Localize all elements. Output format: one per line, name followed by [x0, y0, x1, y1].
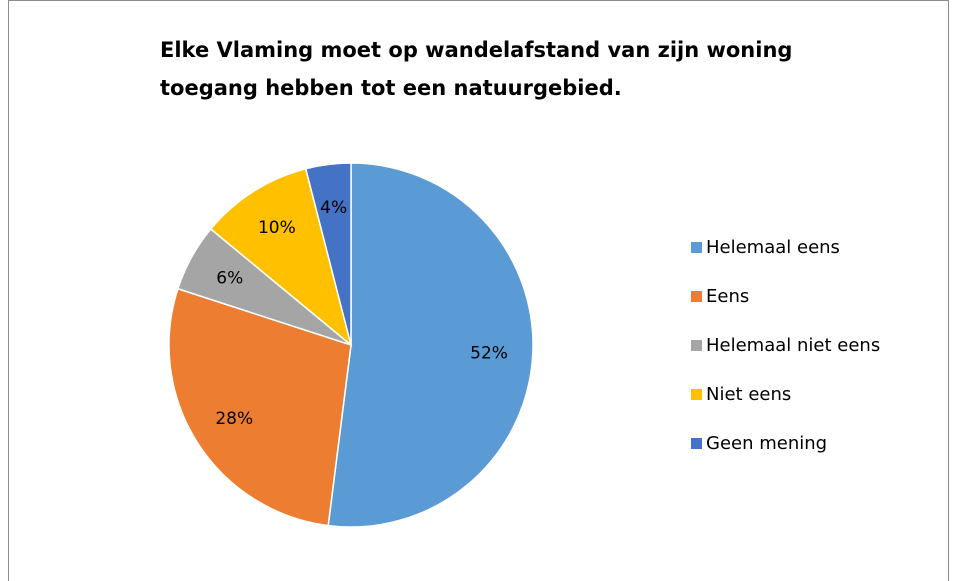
data-label: 52%	[470, 344, 508, 364]
legend-swatch	[691, 340, 702, 351]
legend-label: Helemaal niet eens	[706, 335, 880, 356]
legend-swatch	[691, 291, 702, 302]
legend-swatch	[691, 242, 702, 253]
legend-swatch	[691, 438, 702, 449]
data-label: 6%	[216, 268, 243, 288]
pie-slice	[304, 162, 352, 346]
chart-title: Elke Vlaming moet op wandelafstand van z…	[160, 38, 792, 62]
data-label: 10%	[258, 218, 296, 238]
data-label: 4%	[320, 198, 347, 218]
pie-slice	[327, 162, 534, 528]
legend-label: Helemaal eens	[706, 237, 840, 258]
legend-label: Eens	[706, 286, 749, 307]
chart-title: toegang hebben tot een natuurgebied.	[160, 76, 622, 100]
legend-label: Niet eens	[706, 384, 791, 405]
pie-slice	[209, 167, 353, 348]
data-label: 28%	[215, 409, 253, 429]
legend-label: Geen mening	[706, 433, 827, 454]
legend-swatch	[691, 389, 702, 400]
pie-slice	[168, 287, 352, 527]
